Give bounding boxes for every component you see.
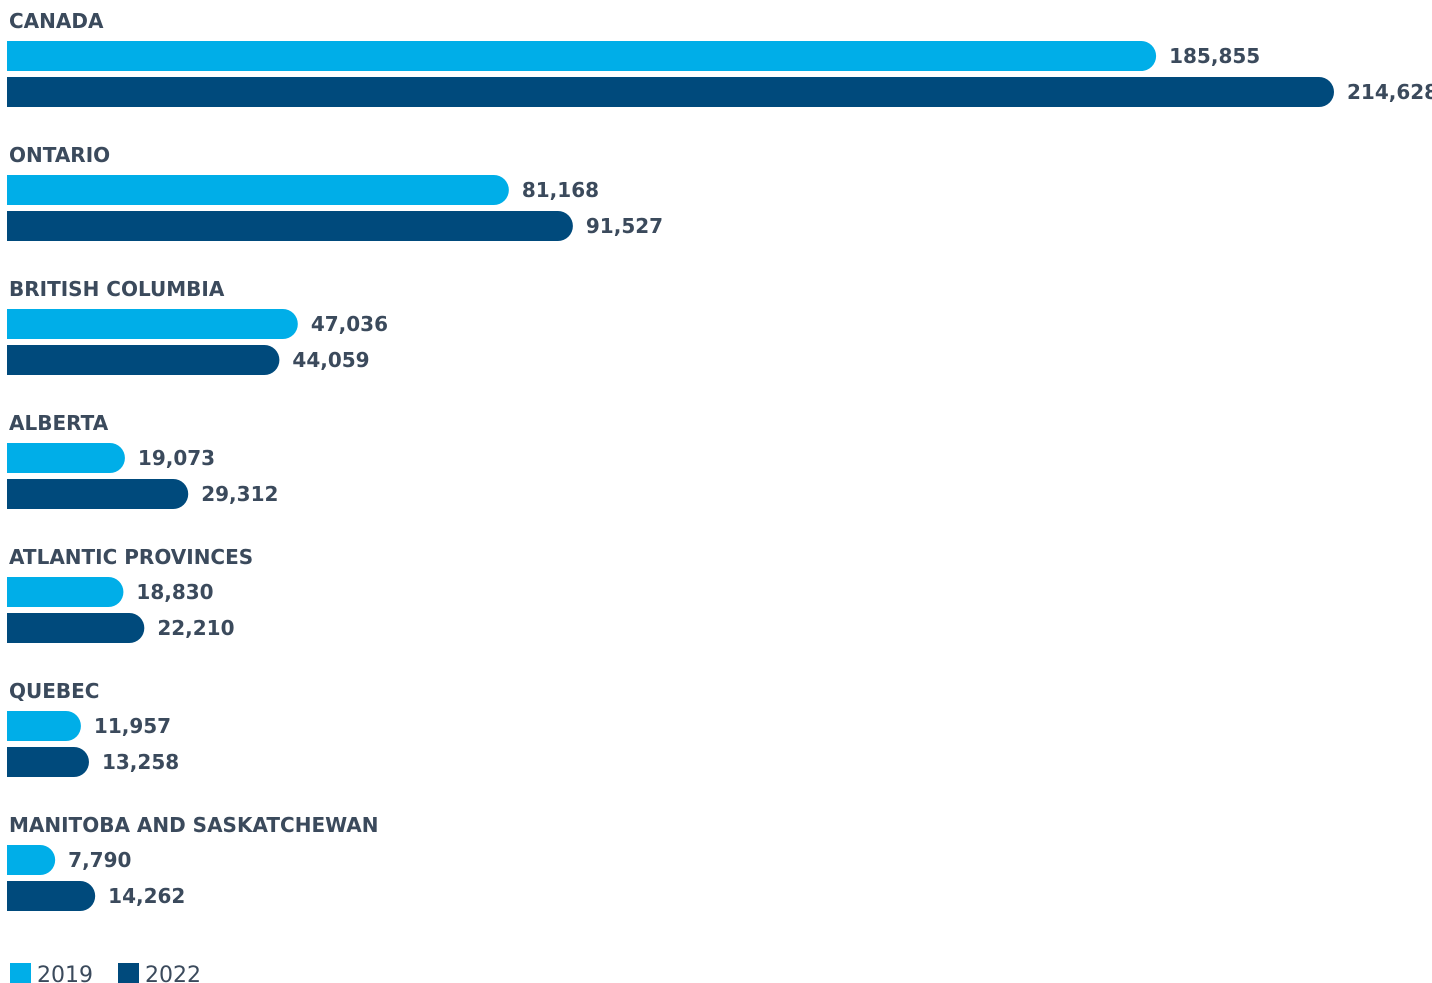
bar-2022	[7, 77, 1334, 107]
bar-2019	[7, 41, 1157, 71]
category-label: ALBERTA	[9, 411, 109, 435]
bar-2019	[7, 845, 56, 875]
bar-2022	[7, 747, 89, 777]
bar-group: ATLANTIC PROVINCES 18,830 22,210	[7, 545, 253, 643]
data-label: 81,168	[522, 178, 599, 202]
bar-2019	[7, 175, 509, 205]
bar-2022	[7, 345, 280, 375]
legend-item: 2019	[10, 963, 93, 983]
data-label: 14,262	[108, 884, 185, 908]
category-label: ONTARIO	[9, 143, 110, 167]
legend-label: 2019	[37, 963, 93, 983]
data-label: 47,036	[311, 312, 388, 336]
data-label: 13,258	[102, 750, 179, 774]
legend-swatch	[118, 963, 139, 983]
bar-2019	[7, 577, 124, 607]
legend-label: 2022	[145, 963, 201, 983]
data-label: 214,628	[1347, 80, 1432, 104]
bar-2022	[7, 881, 96, 911]
legend-item: 2022	[118, 963, 201, 983]
data-label: 7,790	[68, 848, 131, 872]
data-label: 11,957	[94, 714, 171, 738]
category-label: ATLANTIC PROVINCES	[9, 545, 253, 569]
bar-group: BRITISH COLUMBIA 47,036 44,059	[7, 277, 388, 375]
data-label: 29,312	[201, 482, 278, 506]
bar-2022	[7, 479, 189, 509]
bar-2019	[7, 711, 81, 741]
data-label: 18,830	[136, 580, 213, 604]
bar-group: ONTARIO 81,168 91,527	[7, 143, 663, 241]
legend: 2019 2022	[10, 963, 201, 983]
data-label: 22,210	[157, 616, 234, 640]
bar-2019	[7, 309, 298, 339]
data-label: 185,855	[1169, 44, 1260, 68]
category-label: BRITISH COLUMBIA	[9, 277, 225, 301]
bar-2022	[7, 211, 573, 241]
bar-groups: CANADA 185,855 214,628 ONTARIO 81,168 91,527 B…	[7, 9, 1432, 911]
bar-group: QUEBEC 11,957 13,258	[7, 679, 179, 777]
category-label: CANADA	[9, 9, 104, 33]
legend-swatch	[10, 963, 31, 983]
data-label: 44,059	[292, 348, 369, 372]
bar-2019	[7, 443, 125, 473]
bar-group: ALBERTA 19,073 29,312	[7, 411, 278, 509]
bar-2022	[7, 613, 145, 643]
data-label: 19,073	[138, 446, 215, 470]
bar-group: MANITOBA AND SASKATCHEWAN 7,790 14,262	[7, 813, 378, 911]
bar-group: CANADA 185,855 214,628	[7, 9, 1432, 107]
category-label: QUEBEC	[9, 679, 100, 703]
category-label: MANITOBA AND SASKATCHEWAN	[9, 813, 378, 837]
data-label: 91,527	[586, 214, 663, 238]
